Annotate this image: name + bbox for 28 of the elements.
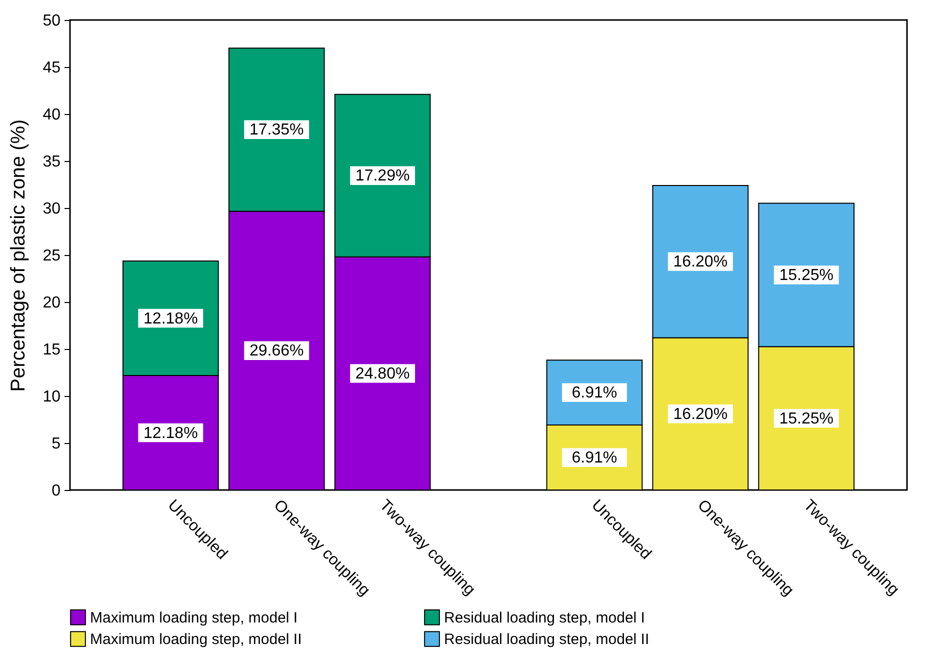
y-tick-label: 25 bbox=[42, 248, 61, 264]
data-label: 17.35% bbox=[249, 122, 304, 139]
y-tick-label: 35 bbox=[42, 154, 61, 170]
legend-label: Residual loading step, model I bbox=[444, 609, 645, 626]
data-label: 6.91% bbox=[572, 384, 618, 402]
data-label: 6.91% bbox=[572, 450, 618, 467]
y-tick-label: 15 bbox=[42, 342, 61, 358]
y-tick-label: 20 bbox=[42, 294, 61, 312]
data-label: 12.18% bbox=[144, 310, 198, 328]
y-tick-label: 45 bbox=[42, 60, 61, 76]
data-label: 16.20% bbox=[673, 406, 728, 423]
legend-label: Maximum loading step, model I bbox=[90, 609, 298, 626]
data-label: 15.25% bbox=[779, 266, 834, 284]
data-label: 24.80% bbox=[355, 365, 410, 382]
legend-label: Residual loading step, model II bbox=[444, 631, 650, 648]
legend-label: Maximum loading step, model II bbox=[90, 631, 302, 648]
data-label: 16.20% bbox=[673, 254, 728, 271]
y-tick-label: 30 bbox=[42, 200, 61, 218]
data-label: 17.29% bbox=[355, 168, 410, 185]
data-label: 12.18% bbox=[144, 424, 198, 442]
data-label: 15.25% bbox=[779, 410, 834, 428]
y-tick-label: 5 bbox=[52, 436, 61, 452]
y-tick-label: 50 bbox=[42, 12, 61, 30]
data-label: 29.66% bbox=[249, 342, 304, 360]
y-tick-label: 40 bbox=[42, 106, 61, 124]
y-tick-label: 10 bbox=[42, 388, 61, 406]
y-axis-title: Percentage of plastic zone (%) bbox=[8, 119, 30, 392]
y-tick-label: 0 bbox=[52, 482, 61, 500]
